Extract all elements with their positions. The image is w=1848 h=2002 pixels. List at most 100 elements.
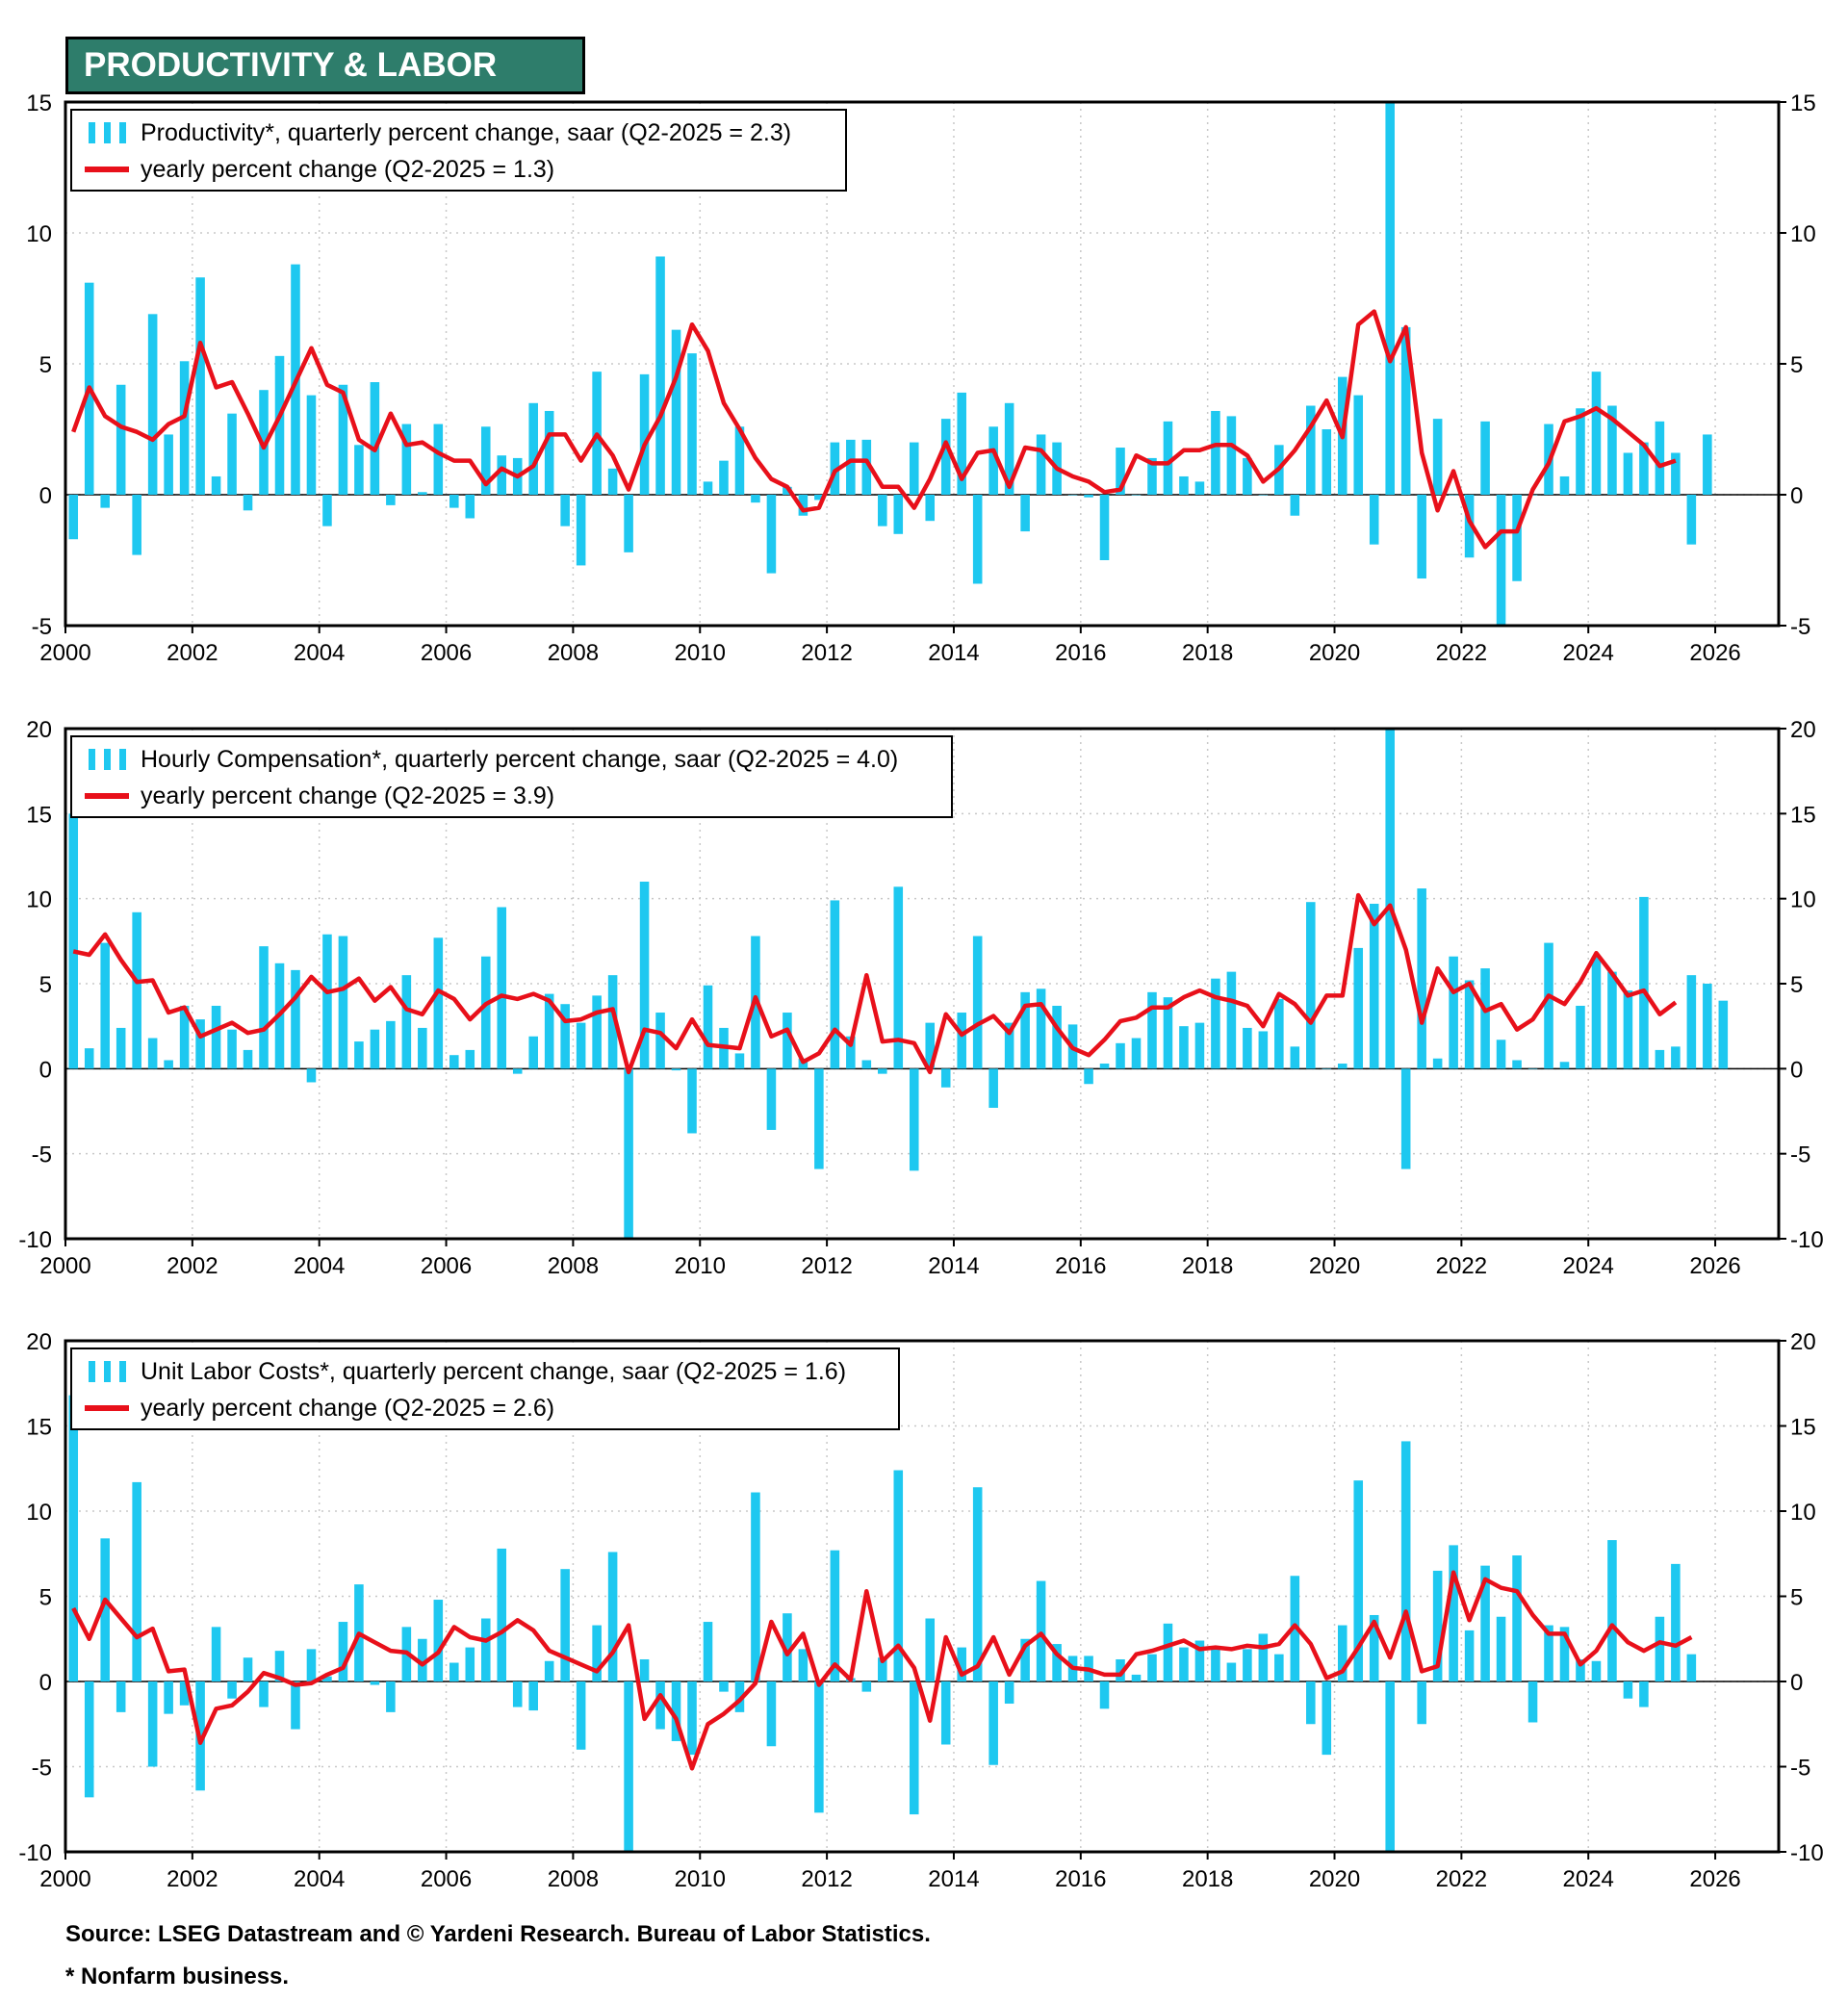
x-tick-label: 2010 xyxy=(675,1866,726,1892)
x-tick-label: 2016 xyxy=(1055,1253,1106,1279)
bar xyxy=(893,1470,904,1681)
bar xyxy=(433,937,444,1069)
bar xyxy=(227,1681,237,1699)
bar xyxy=(1179,1647,1189,1681)
bar xyxy=(1512,1555,1522,1681)
x-tick-label: 2024 xyxy=(1563,1253,1614,1279)
bar xyxy=(211,1627,221,1681)
y-tick-label-left: -10 xyxy=(18,1227,52,1253)
bar xyxy=(449,495,459,508)
bar xyxy=(734,426,745,495)
bar xyxy=(909,1681,919,1815)
bar xyxy=(560,495,570,526)
bar xyxy=(1591,372,1602,495)
bar xyxy=(1639,1681,1649,1707)
bar xyxy=(1052,1644,1062,1681)
bar xyxy=(480,956,491,1069)
bar xyxy=(1290,1046,1300,1069)
bar xyxy=(1559,475,1570,495)
bar xyxy=(259,1681,269,1707)
bar xyxy=(84,1048,94,1069)
bar xyxy=(703,1622,713,1681)
bar xyxy=(195,277,205,495)
bar xyxy=(418,492,427,495)
bar xyxy=(1686,1654,1697,1681)
x-tick-label: 2006 xyxy=(421,1866,472,1892)
bar xyxy=(1703,434,1712,495)
x-tick-label: 2016 xyxy=(1055,640,1106,666)
bar xyxy=(1686,495,1697,545)
bar xyxy=(655,256,665,495)
legend-box xyxy=(70,1348,900,1430)
bar xyxy=(1353,947,1364,1069)
legend-bars-label: Productivity*, quarterly percent change,… xyxy=(141,119,791,146)
bar xyxy=(465,1049,475,1069)
bar xyxy=(291,969,300,1069)
legend-line-label: yearly percent change (Q2-2025 = 3.9) xyxy=(141,783,554,809)
legend-bar-swatch xyxy=(104,1361,111,1382)
y-tick-label-right: -5 xyxy=(1790,614,1810,640)
bar xyxy=(401,424,412,495)
bar xyxy=(1036,988,1046,1069)
bar xyxy=(1147,1654,1157,1681)
bar xyxy=(1400,1068,1411,1169)
bar xyxy=(1020,1638,1030,1681)
bar xyxy=(671,329,681,495)
bar xyxy=(1703,984,1712,1069)
bar xyxy=(1639,896,1649,1069)
bar xyxy=(306,1649,317,1681)
bar xyxy=(274,1651,285,1681)
bar xyxy=(179,1005,190,1069)
bar xyxy=(1432,1570,1443,1681)
bar xyxy=(925,1618,936,1681)
bar xyxy=(116,384,126,495)
bar xyxy=(116,1027,126,1069)
bar xyxy=(497,907,507,1069)
legend-bar-swatch xyxy=(104,749,111,770)
bar xyxy=(592,995,602,1069)
bar xyxy=(386,1681,396,1712)
x-tick-label: 2012 xyxy=(801,640,852,666)
bar xyxy=(972,495,983,584)
bar xyxy=(687,353,697,495)
bar xyxy=(1464,1630,1475,1681)
bar xyxy=(68,1395,79,1681)
bar xyxy=(783,1613,792,1681)
bar xyxy=(1004,402,1014,495)
y-tick-label-right: 10 xyxy=(1790,887,1816,913)
y-tick-label-left: 15 xyxy=(26,1415,52,1441)
x-tick-label: 2014 xyxy=(928,640,979,666)
bar xyxy=(418,1027,427,1069)
bar xyxy=(1099,1681,1110,1709)
y-tick-label-left: -5 xyxy=(32,1756,52,1782)
bar xyxy=(624,1681,633,1852)
bar xyxy=(878,495,887,526)
bar xyxy=(671,1681,681,1741)
bar xyxy=(449,1662,459,1681)
bar xyxy=(1243,1649,1252,1681)
bar xyxy=(1607,405,1617,495)
bar xyxy=(132,1481,141,1681)
x-tick-label: 2026 xyxy=(1689,1866,1740,1892)
bar xyxy=(512,1068,523,1074)
bar xyxy=(1464,495,1475,558)
bar xyxy=(370,1681,380,1685)
bar xyxy=(1607,1540,1617,1681)
bar xyxy=(607,468,618,495)
bar xyxy=(1211,978,1220,1069)
bar xyxy=(1559,1627,1570,1681)
bar xyxy=(1004,1022,1014,1069)
legend-box xyxy=(70,109,847,192)
bar xyxy=(846,439,856,495)
bar xyxy=(783,486,792,495)
bar xyxy=(751,495,760,503)
y-tick-label-left: 20 xyxy=(26,1329,52,1355)
y-tick-label-left: 15 xyxy=(26,802,52,828)
bar xyxy=(1417,888,1426,1069)
bar xyxy=(1306,405,1316,495)
bar xyxy=(211,475,221,495)
bar xyxy=(576,495,586,566)
bar xyxy=(1385,102,1395,495)
